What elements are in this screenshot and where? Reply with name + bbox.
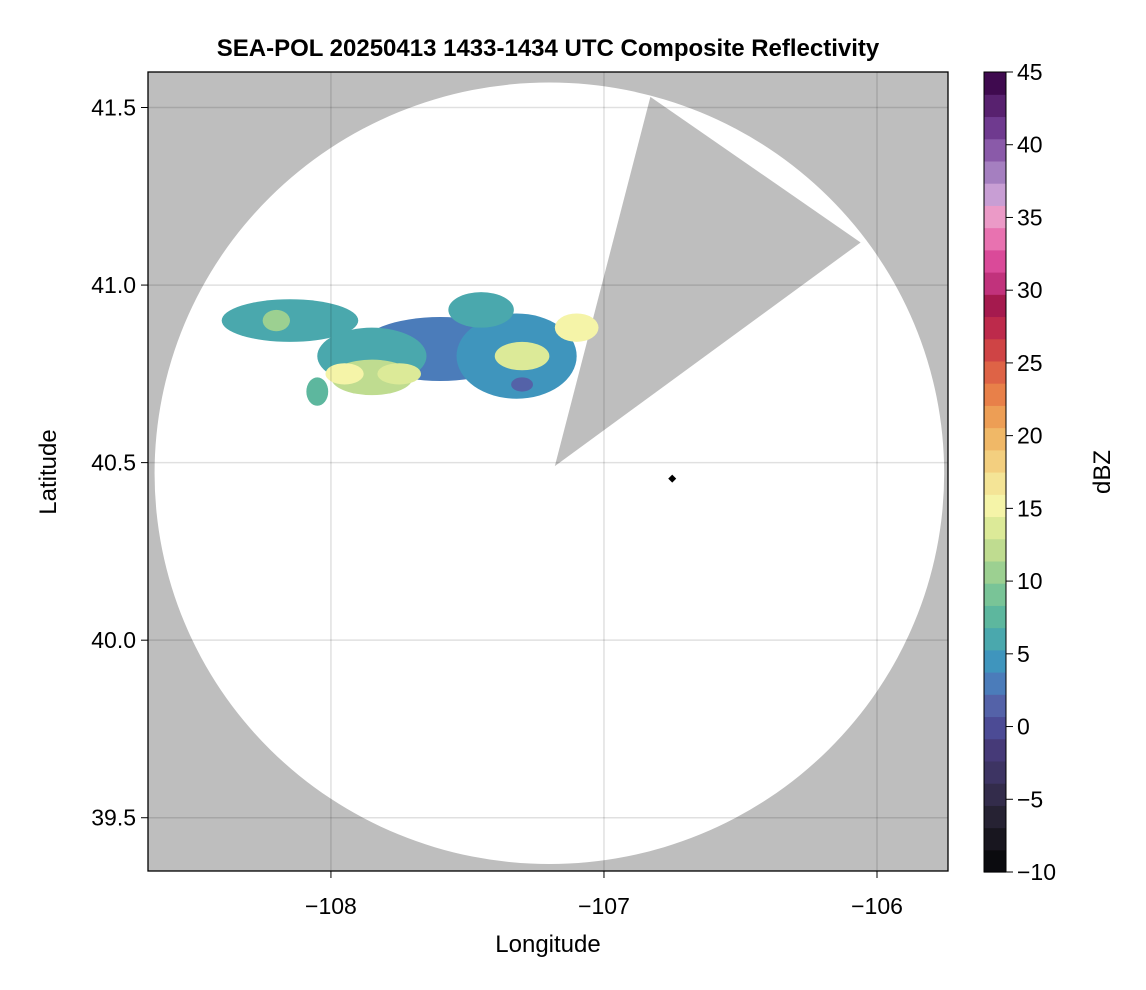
colorbar-cell bbox=[984, 627, 1006, 651]
colorbar-tick-label: 10 bbox=[1017, 568, 1043, 594]
echo-cell bbox=[494, 341, 550, 371]
colorbar-cell bbox=[984, 72, 1006, 95]
x-tick-label: −107 bbox=[578, 893, 630, 919]
echo-cell bbox=[325, 363, 364, 385]
x-tick-label: −108 bbox=[305, 893, 357, 919]
colorbar-cell bbox=[984, 672, 1006, 695]
colorbar-cell bbox=[984, 427, 1006, 451]
colorbar-tick-label: 15 bbox=[1017, 495, 1043, 521]
colorbar-cell bbox=[984, 116, 1006, 140]
colorbar-label: dBZ bbox=[1089, 450, 1116, 494]
blocked-sector bbox=[554, 96, 861, 467]
colorbar-cell bbox=[984, 183, 1006, 206]
colorbar-cell bbox=[984, 272, 1006, 295]
axes-frame bbox=[147, 71, 949, 872]
x-axis-ticks: −108 −107 −106 bbox=[305, 871, 903, 919]
colorbar-tick-label: 35 bbox=[1017, 204, 1043, 230]
colorbar-cell bbox=[984, 205, 1006, 229]
colorbar-cells bbox=[984, 72, 1006, 873]
colorbar-cell bbox=[984, 605, 1006, 629]
colorbar-cell bbox=[984, 583, 1006, 606]
radar-coverage-disk bbox=[154, 82, 945, 865]
colorbar-cell bbox=[984, 516, 1006, 540]
y-tick-label: 39.5 bbox=[91, 805, 136, 831]
echo-cell bbox=[448, 292, 514, 328]
colorbar-cell bbox=[984, 649, 1006, 673]
colorbar-cell bbox=[984, 738, 1006, 762]
radar-site-marker bbox=[668, 474, 677, 483]
colorbar-tick-label: 40 bbox=[1017, 132, 1043, 158]
colorbar-ticks: −10 −5 0 5 10 15 20 25 30 35 40 45 bbox=[1006, 59, 1056, 885]
colorbar-cell bbox=[984, 716, 1006, 740]
colorbar-cell bbox=[984, 383, 1006, 406]
colorbar-frame bbox=[983, 71, 1007, 873]
y-tick-label: 41.5 bbox=[91, 95, 136, 121]
colorbar-cell bbox=[984, 538, 1006, 562]
colorbar: −10 −5 0 5 10 15 20 25 30 35 40 45 dBZ bbox=[983, 59, 1116, 885]
colorbar-tick-label: 0 bbox=[1017, 714, 1030, 740]
colorbar-cell bbox=[984, 805, 1006, 829]
colorbar-cell bbox=[984, 849, 1006, 873]
colorbar-tick-label: 30 bbox=[1017, 277, 1043, 303]
grid-lines bbox=[148, 72, 948, 871]
colorbar-tick-label: −10 bbox=[1017, 859, 1056, 885]
colorbar-tick-label: 5 bbox=[1017, 641, 1030, 667]
colorbar-cell bbox=[984, 827, 1006, 851]
colorbar-cell bbox=[984, 316, 1006, 340]
colorbar-tick-label: 25 bbox=[1017, 350, 1043, 376]
colorbar-cell bbox=[984, 449, 1006, 473]
colorbar-cell bbox=[984, 360, 1006, 384]
colorbar-cell bbox=[984, 138, 1006, 162]
y-tick-label: 40.5 bbox=[91, 450, 136, 476]
colorbar-cell bbox=[984, 338, 1006, 362]
colorbar-cell bbox=[984, 227, 1006, 251]
y-tick-label: 40.0 bbox=[91, 627, 136, 653]
colorbar-cell bbox=[984, 472, 1006, 495]
chart-title: SEA-POL 20250413 1433-1434 UTC Composite… bbox=[217, 35, 880, 62]
colorbar-cell bbox=[984, 294, 1006, 318]
echo-cell bbox=[221, 299, 359, 342]
colorbar-cell bbox=[984, 494, 1006, 518]
colorbar-cell bbox=[984, 405, 1006, 429]
echo-cell bbox=[306, 377, 329, 406]
echo-layer bbox=[221, 292, 599, 406]
plot-area bbox=[147, 71, 949, 872]
colorbar-cell bbox=[984, 560, 1006, 584]
echo-cell bbox=[262, 309, 290, 332]
colorbar-tick-label: 20 bbox=[1017, 423, 1043, 449]
colorbar-cell bbox=[984, 94, 1006, 118]
echo-cell bbox=[554, 313, 599, 342]
colorbar-cell bbox=[984, 783, 1006, 806]
colorbar-cell bbox=[984, 694, 1006, 718]
echo-cell bbox=[377, 363, 422, 385]
y-axis-label: Latitude bbox=[35, 429, 62, 514]
colorbar-cell bbox=[984, 249, 1006, 273]
x-axis-label: Longitude bbox=[495, 931, 600, 958]
x-tick-label: −106 bbox=[851, 893, 903, 919]
colorbar-tick-label: 45 bbox=[1017, 59, 1043, 85]
y-axis-ticks: 39.5 40.0 40.5 41.0 41.5 bbox=[91, 95, 148, 831]
colorbar-tick-label: −5 bbox=[1017, 786, 1043, 812]
colorbar-cell bbox=[984, 760, 1006, 784]
echo-cell bbox=[511, 377, 533, 392]
colorbar-cell bbox=[984, 160, 1006, 184]
y-tick-label: 41.0 bbox=[91, 272, 136, 298]
